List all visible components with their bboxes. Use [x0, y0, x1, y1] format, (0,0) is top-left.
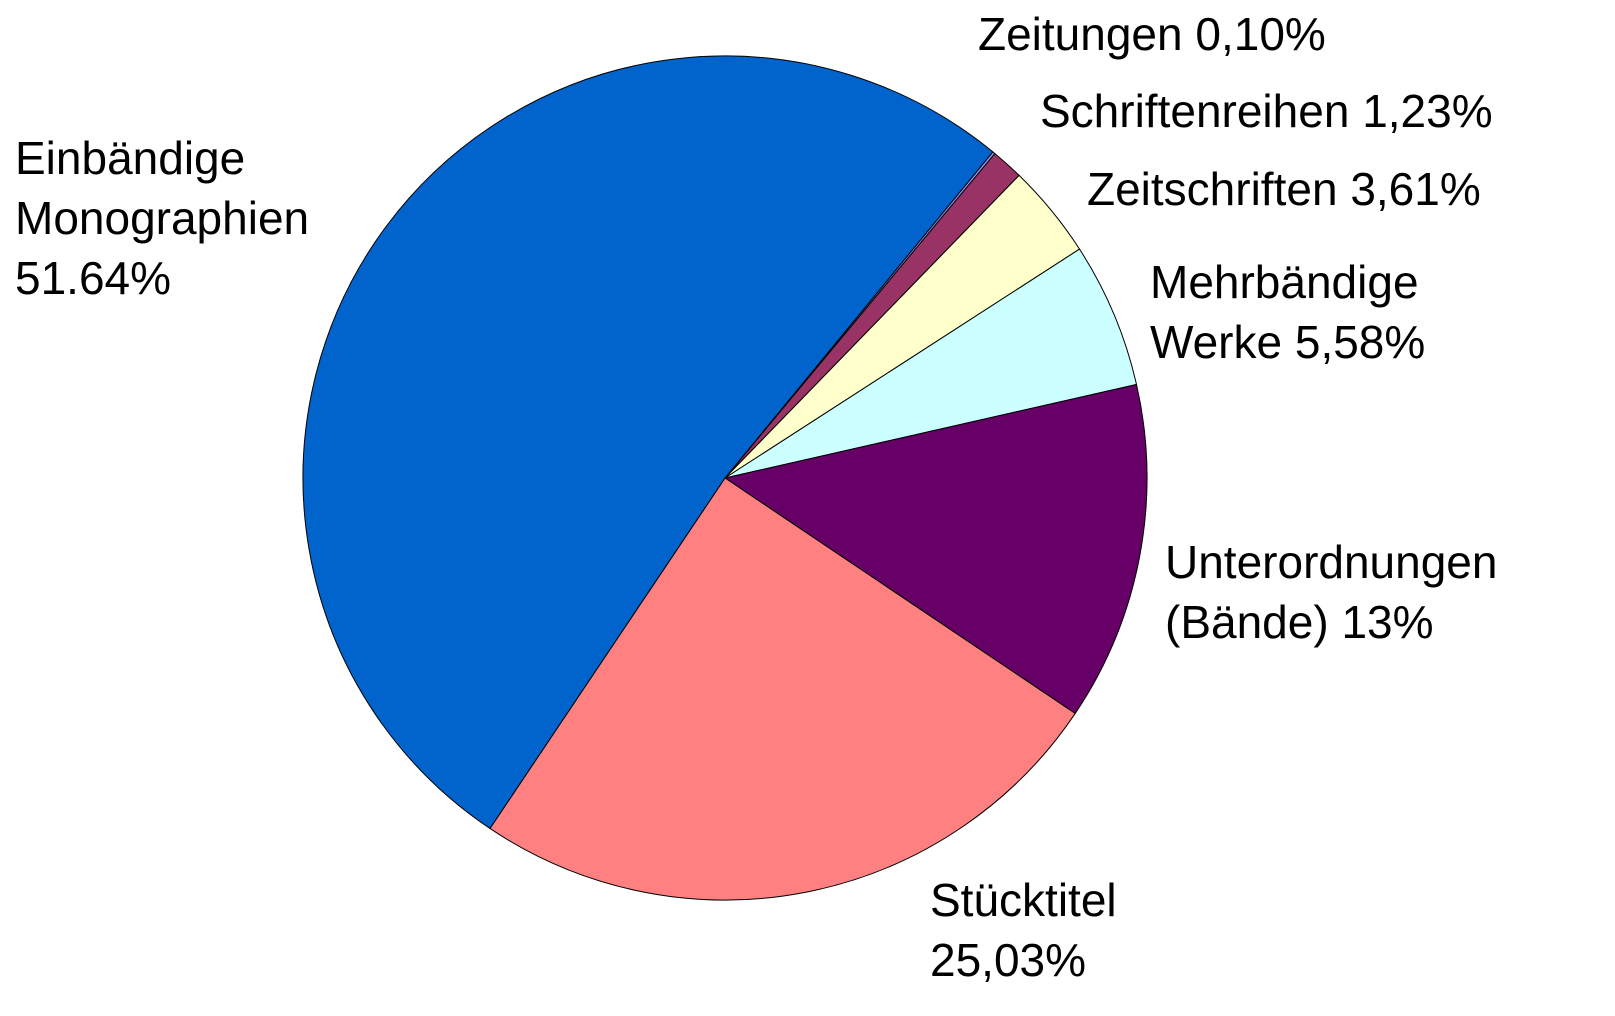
value-label: 25,03%	[930, 934, 1087, 986]
category-label: Mehrbändige Werke	[1150, 256, 1419, 368]
value-label: 0,10%	[1195, 8, 1326, 60]
category-label: Schriftenreihen	[1040, 85, 1350, 137]
value-label: 5,58%	[1294, 316, 1426, 368]
category-label: Zeitungen	[978, 8, 1183, 60]
value-label: 3,61%	[1350, 163, 1481, 215]
pie-slice	[489, 477, 1076, 901]
slice-label: Einbändige Monographien 51.64%	[15, 128, 365, 308]
value-label: 13%	[1341, 596, 1434, 648]
pie-slice	[724, 248, 1138, 479]
category-label: Stücktitel	[930, 874, 1117, 926]
slice-label: Zeitschriften 3,61%	[1087, 159, 1615, 219]
slice-label: Unterordnungen (Bände) 13%	[1165, 532, 1565, 652]
slice-label: Zeitungen 0,10%	[978, 4, 1578, 64]
category-label: Einbändige Monographien	[15, 132, 310, 244]
slice-label: Schriftenreihen 1,23%	[1040, 81, 1615, 141]
value-label: 51.64%	[15, 252, 172, 304]
pie-slice	[302, 55, 994, 830]
category-label: Unterordnungen (Bände)	[1165, 536, 1498, 648]
category-label: Zeitschriften	[1087, 163, 1338, 215]
pie-slice	[723, 383, 1148, 715]
slice-label: Mehrbändige Werke 5,58%	[1150, 252, 1480, 372]
value-label: 1,23%	[1362, 85, 1493, 137]
slice-label: Stücktitel 25,03%	[930, 870, 1170, 990]
